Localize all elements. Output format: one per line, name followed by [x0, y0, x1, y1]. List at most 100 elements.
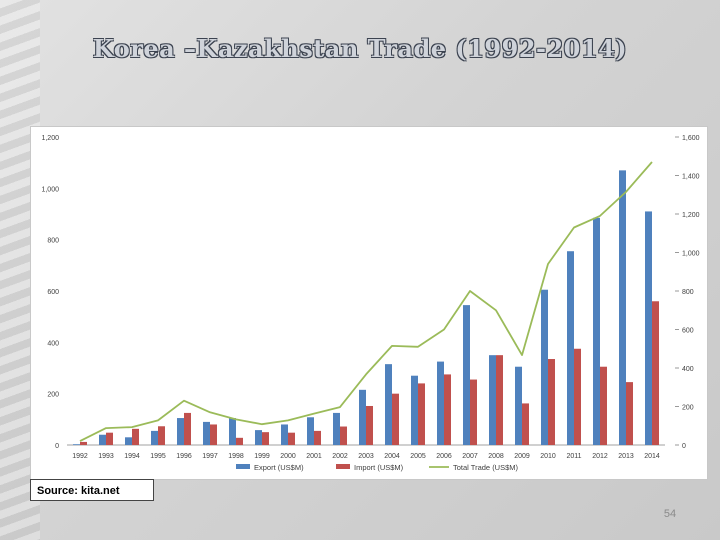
export-bar [281, 424, 288, 445]
import-bar [392, 393, 399, 445]
export-bar [645, 211, 652, 445]
x-tick-label: 1998 [228, 453, 244, 460]
import-bar [132, 428, 139, 445]
legend-export-label: Export (US$M) [254, 463, 304, 472]
export-bar [567, 251, 574, 445]
import-bar [288, 432, 295, 445]
x-tick-label: 2010 [540, 453, 556, 460]
x-tick-label: 1992 [72, 453, 88, 460]
import-bar [626, 382, 633, 445]
x-tick-label: 2008 [488, 453, 504, 460]
right-tick-label: 1,000 [682, 251, 700, 258]
x-tick-label: 2012 [592, 453, 608, 460]
import-bar [574, 348, 581, 445]
left-tick-label: 1,000 [41, 186, 59, 193]
total-trade-line [79, 161, 653, 442]
export-bar [593, 217, 600, 445]
import-bar [236, 437, 243, 445]
slide-title: Korea –Kazakhstan Trade (1992-2014) [92, 34, 628, 63]
legend-total-label: Total Trade (US$M) [453, 463, 519, 472]
export-bar [125, 437, 132, 445]
right-tick-label: 1,400 [682, 174, 700, 181]
export-bar [411, 375, 418, 445]
import-bar [444, 374, 451, 445]
x-tick-label: 2002 [332, 453, 348, 460]
x-tick-label: 2006 [436, 453, 452, 460]
x-tick-label: 2001 [306, 453, 322, 460]
x-axis-labels: 1992 1993 1994 1995 1996 1997 1998 1999 2000 2001… [72, 453, 660, 460]
import-bar [340, 426, 347, 445]
x-tick-label: 2003 [358, 453, 374, 460]
export-bar [255, 430, 262, 445]
import-bar [522, 403, 529, 445]
left-tick-label: 400 [47, 340, 59, 347]
export-bar [359, 389, 366, 445]
x-tick-label: 2014 [644, 453, 660, 460]
legend-import-label: Import (US$M) [354, 463, 404, 472]
x-tick-label: 2013 [618, 453, 634, 460]
x-tick-label: 2005 [410, 453, 426, 460]
x-tick-label: 2004 [384, 453, 400, 460]
trade-chart: 0 200 400 600 800 1,000 1,200 0 200 400 600 800 1,0… [30, 126, 708, 480]
import-bar [366, 405, 373, 445]
right-tick-label: 1,200 [682, 212, 700, 219]
import-bar [418, 383, 425, 445]
import-bar [210, 424, 217, 445]
import-bar [496, 355, 503, 445]
left-tick-label: 800 [47, 238, 59, 245]
page-number: 54 [663, 508, 677, 520]
left-tick-label: 0 [55, 443, 59, 450]
import-bar [548, 359, 555, 445]
export-bar [203, 421, 210, 445]
right-axis: 0 200 400 600 800 1,000 1,200 1,400 1,600 [675, 135, 700, 450]
import-bar [106, 432, 113, 445]
right-tick-label: 1,600 [682, 135, 700, 142]
export-bar [385, 364, 392, 445]
legend-export-swatch [236, 464, 250, 469]
import-bar [262, 432, 269, 445]
right-tick-label: 600 [682, 328, 694, 335]
export-bar [541, 289, 548, 445]
export-bar [307, 417, 314, 445]
export-bar [99, 434, 106, 445]
import-bar [600, 366, 607, 445]
legend-import-swatch [336, 464, 350, 469]
bar-series [73, 170, 659, 445]
x-tick-label: 1997 [202, 453, 218, 460]
export-bar [437, 361, 444, 445]
chart-canvas: 0 200 400 600 800 1,000 1,200 0 200 400 600 800 1,0… [41, 135, 700, 472]
chart-legend: Export (US$M) Import (US$M) Total Trade (U… [236, 463, 519, 472]
export-bar [333, 412, 340, 445]
export-bar [177, 418, 184, 445]
x-tick-label: 2009 [514, 453, 530, 460]
import-bar [470, 379, 477, 445]
x-tick-label: 1993 [98, 453, 114, 460]
import-bar [158, 426, 165, 445]
import-bar [80, 441, 87, 445]
left-tick-label: 600 [47, 289, 59, 296]
left-tick-label: 1,200 [41, 135, 59, 142]
export-bar [151, 430, 158, 445]
right-tick-label: 0 [682, 443, 686, 450]
left-tick-label: 200 [47, 392, 59, 399]
x-tick-label: 2007 [462, 453, 478, 460]
x-tick-label: 1996 [176, 453, 192, 460]
x-tick-label: 1994 [124, 453, 140, 460]
right-tick-label: 800 [682, 289, 694, 296]
import-bar [184, 412, 191, 445]
export-bar [463, 305, 470, 445]
export-bar [515, 366, 522, 445]
export-bar [229, 418, 236, 445]
x-tick-label: 2000 [280, 453, 296, 460]
x-tick-label: 2011 [566, 453, 581, 460]
x-tick-label: 1999 [254, 453, 270, 460]
line-series [79, 161, 653, 442]
export-bar [73, 444, 80, 445]
source-note: Source: kita.net [30, 479, 154, 501]
right-tick-label: 400 [682, 366, 694, 373]
right-tick-label: 200 [682, 405, 694, 412]
import-bar [314, 430, 321, 445]
x-tick-label: 1995 [150, 453, 166, 460]
export-bar [489, 355, 496, 445]
import-bar [652, 301, 659, 445]
